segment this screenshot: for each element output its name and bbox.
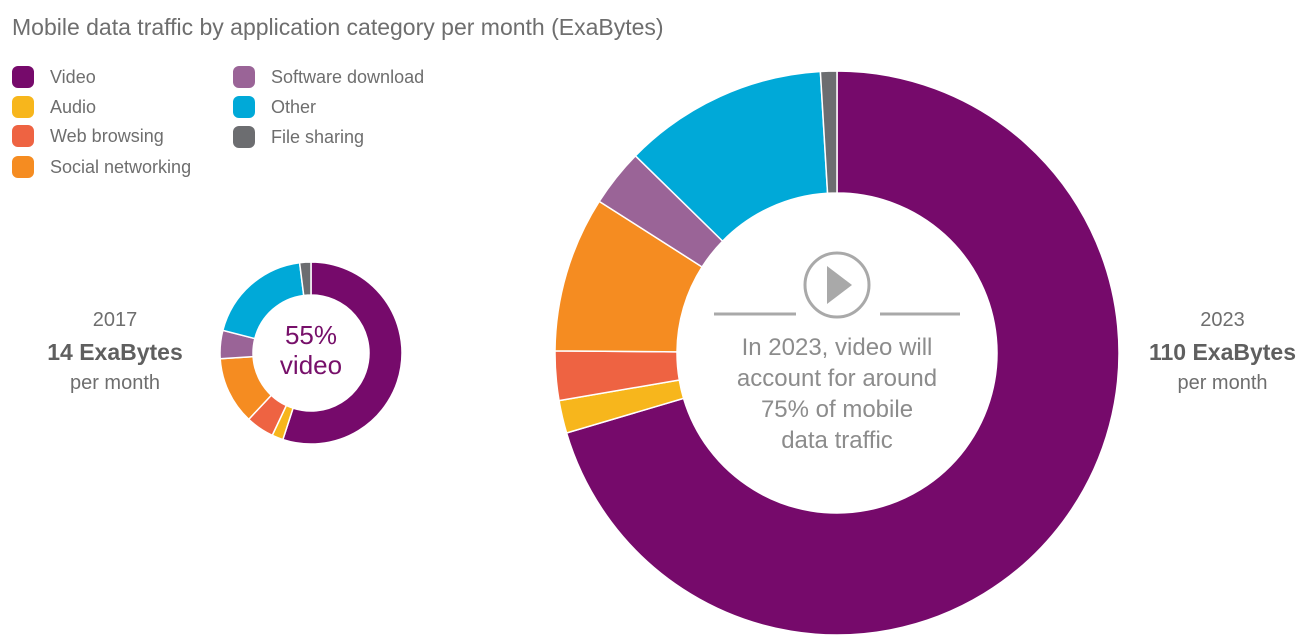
donut-2023: [554, 70, 1120, 636]
left-year-label: 2017 14 ExaBytes per month: [20, 304, 210, 398]
legend-swatch: [12, 156, 34, 178]
legend-label: Software download: [271, 66, 425, 87]
slice-video: [565, 70, 1120, 636]
right-amount: 110 ExaBytes: [1148, 339, 1297, 365]
left-center-label: 55% video: [256, 320, 366, 380]
legend-swatch: [12, 125, 34, 147]
legend-item-file-sharing: File sharing: [233, 122, 364, 152]
left-center-word: video: [279, 350, 343, 380]
legend-swatch: [12, 66, 34, 88]
center-text-line: In 2023, video will: [741, 334, 933, 361]
legend-item-other: Other: [233, 92, 316, 122]
center-text-line: data traffic: [781, 427, 893, 454]
chart-title: Mobile data traffic by application categ…: [12, 14, 664, 40]
legend-swatch: [12, 96, 34, 118]
left-center-percent: 55%: [284, 320, 338, 350]
slice-file-sharing: [819, 70, 838, 195]
legend-item-software-download: Software download: [233, 62, 424, 92]
legend-label: Audio: [50, 96, 97, 117]
legend-swatch: [233, 66, 255, 88]
slice-video: [281, 261, 403, 445]
right-center-text: In 2023, video will account for around 7…: [692, 332, 982, 456]
legend-label: File sharing: [271, 126, 365, 147]
right-year: 2023: [1200, 309, 1245, 331]
legend-item-audio: Audio: [12, 92, 96, 122]
donut-2017: [219, 261, 403, 445]
legend-swatch: [233, 96, 255, 118]
legend-label: Web browsing: [50, 125, 164, 146]
legend-label: Video: [50, 66, 96, 87]
legend-item-video: Video: [12, 62, 96, 92]
legend-label: Other: [271, 96, 317, 117]
center-text-line: 75% of mobile: [760, 396, 914, 423]
legend: Video Audio Web browsing Social networki…: [12, 62, 472, 192]
legend-item-social-networking: Social networking: [12, 152, 191, 182]
slice-file-sharing: [298, 261, 312, 297]
right-year-label: 2023 110 ExaBytes per month: [1130, 304, 1315, 398]
play-icon: [803, 251, 871, 319]
play-graphic: [714, 251, 960, 319]
left-unit: per month: [69, 372, 161, 394]
left-amount: 14 ExaBytes: [47, 339, 183, 365]
legend-label: Social networking: [50, 156, 192, 177]
left-year: 2017: [92, 309, 138, 331]
right-unit: per month: [1177, 372, 1268, 394]
legend-swatch: [233, 126, 255, 148]
legend-item-web-browsing: Web browsing: [12, 121, 164, 151]
center-text-line: account for around: [736, 365, 938, 392]
